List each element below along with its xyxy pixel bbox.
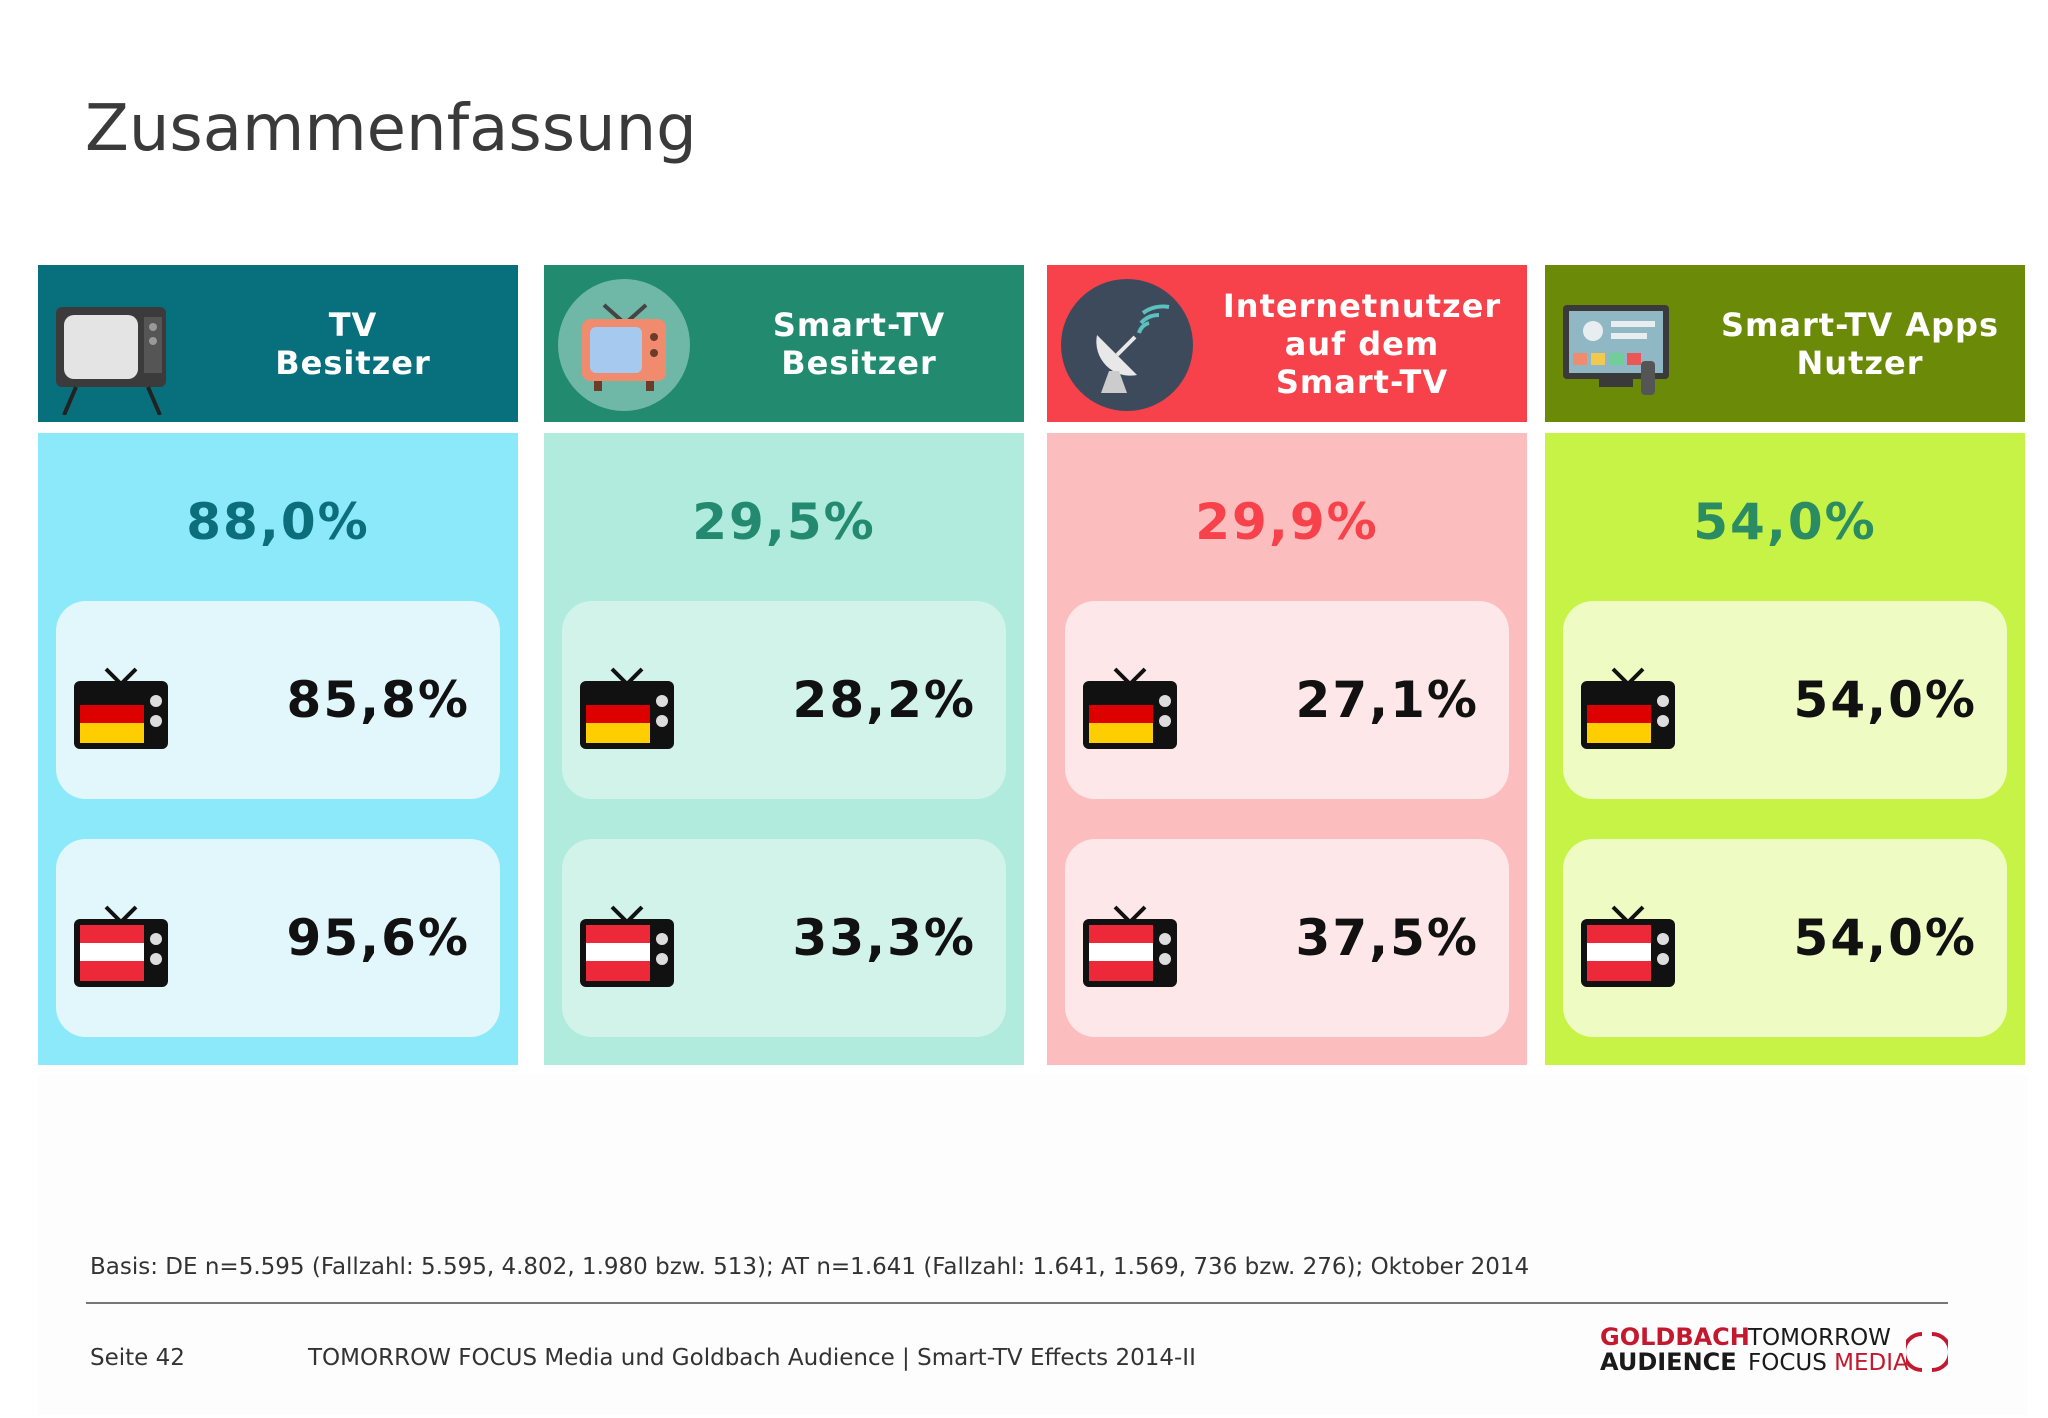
at-value: 54,0% [1793,909,1977,967]
total-value: 88,0% [186,493,370,551]
germany-flag-tv-icon [580,667,674,749]
germany-flag-tv-icon [1083,667,1177,749]
austria-flag-tv-icon [1083,905,1177,987]
de-value: 54,0% [1793,671,1977,729]
logo-goldbach-line1: GOLDBACH [1600,1323,1750,1351]
austria-flag-tv-icon [1581,905,1675,987]
footer-background [38,1075,2028,1415]
page-number: Seite 42 [90,1345,185,1371]
logo-focus: FOCUS [1748,1350,1827,1376]
logo-media: MEDIA [1834,1350,1909,1376]
tv-antenna-icon [558,279,690,411]
card-body: 54,0% 54,0% [1545,433,2025,1065]
logo-tomorrow-line1: TOMORROW [1748,1325,1891,1351]
card-title: Smart-TV Besitzer [772,305,946,382]
de-box: 54,0% [1563,601,2007,799]
at-box: 33,3% [562,839,1006,1037]
card-title: Internetnutzer auf dem Smart-TV [1222,286,1502,401]
card-body: 88,0% 85,8% [38,433,518,1065]
at-box: 37,5% [1065,839,1509,1037]
austria-flag-tv-icon [580,905,674,987]
card-body: 29,5% 28,2% [544,433,1024,1065]
at-value: 33,3% [792,909,976,967]
germany-flag-tv-icon [1581,667,1675,749]
card-title: Smart-TV Apps Nutzer [1721,305,1999,382]
tomorrow-focus-ring-icon [1906,1332,1948,1372]
at-box: 95,6% [56,839,500,1037]
de-value: 85,8% [286,671,470,729]
at-box: 54,0% [1563,839,2007,1037]
card-title: TV Besitzer [275,305,431,382]
retro-tv-icon [56,307,166,415]
de-box: 27,1% [1065,601,1509,799]
satellite-dish-icon [1061,279,1193,411]
total-value: 54,0% [1693,493,1877,551]
basis-note: Basis: DE n=5.595 (Fallzahl: 5.595, 4.80… [90,1254,1530,1280]
at-value: 37,5% [1295,909,1479,967]
smart-tv-apps-icon [1563,305,1669,395]
austria-flag-tv-icon [74,905,168,987]
total-value: 29,9% [1195,493,1379,551]
logo-goldbach-line2: AUDIENCE [1600,1348,1737,1376]
card-header: TV Besitzer [38,265,518,422]
at-value: 95,6% [286,909,470,967]
footer-source: TOMORROW FOCUS Media und Goldbach Audien… [308,1345,1196,1371]
germany-flag-tv-icon [74,667,168,749]
card-body: 29,9% 27,1% [1047,433,1527,1065]
card-header: Smart-TV Besitzer [544,265,1024,422]
de-value: 27,1% [1295,671,1479,729]
page-title: Zusammenfassung [85,92,697,166]
de-box: 85,8% [56,601,500,799]
card-header: Internetnutzer auf dem Smart-TV [1047,265,1527,422]
tomorrow-focus-media-logo: TOMORROW FOCUS MEDIA [1748,1326,1909,1376]
logo-tomorrow-line2: FOCUS MEDIA [1748,1351,1909,1376]
total-value: 29,5% [692,493,876,551]
de-box: 28,2% [562,601,1006,799]
goldbach-audience-logo: GOLDBACH AUDIENCE [1600,1325,1750,1375]
card-header: Smart-TV Apps Nutzer [1545,265,2025,422]
footer-divider [86,1302,1948,1304]
de-value: 28,2% [792,671,976,729]
